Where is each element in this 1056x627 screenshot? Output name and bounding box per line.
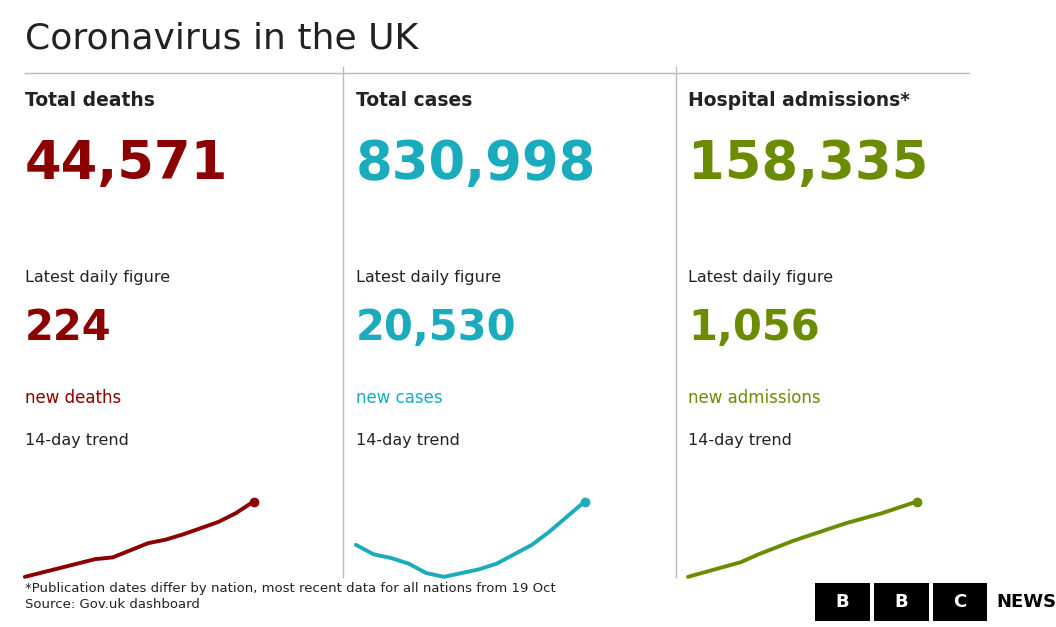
Text: Total cases: Total cases xyxy=(356,91,472,110)
Text: Latest daily figure: Latest daily figure xyxy=(689,270,833,285)
Text: 14-day trend: 14-day trend xyxy=(689,433,792,448)
Text: Coronavirus in the UK: Coronavirus in the UK xyxy=(25,22,418,56)
Text: 14-day trend: 14-day trend xyxy=(356,433,459,448)
Text: Total deaths: Total deaths xyxy=(25,91,155,110)
Text: 44,571: 44,571 xyxy=(25,138,228,190)
FancyBboxPatch shape xyxy=(815,583,870,621)
Text: Source: Gov.uk dashboard: Source: Gov.uk dashboard xyxy=(25,598,200,611)
Text: B: B xyxy=(894,593,908,611)
Text: 14-day trend: 14-day trend xyxy=(25,433,129,448)
Text: 224: 224 xyxy=(25,307,112,349)
Text: NEWS: NEWS xyxy=(996,593,1056,611)
Text: Latest daily figure: Latest daily figure xyxy=(356,270,501,285)
Text: *Publication dates differ by nation, most recent data for all nations from 19 Oc: *Publication dates differ by nation, mos… xyxy=(25,582,555,595)
FancyBboxPatch shape xyxy=(932,583,987,621)
Text: new admissions: new admissions xyxy=(689,389,821,407)
Text: 158,335: 158,335 xyxy=(689,138,928,190)
Text: Latest daily figure: Latest daily figure xyxy=(25,270,170,285)
Text: new deaths: new deaths xyxy=(25,389,121,407)
Text: 1,056: 1,056 xyxy=(689,307,819,349)
Text: B: B xyxy=(835,593,849,611)
FancyBboxPatch shape xyxy=(874,583,928,621)
Text: 830,998: 830,998 xyxy=(356,138,597,190)
Text: 20,530: 20,530 xyxy=(356,307,516,349)
Text: C: C xyxy=(954,593,966,611)
Text: Hospital admissions*: Hospital admissions* xyxy=(689,91,910,110)
Text: new cases: new cases xyxy=(356,389,442,407)
